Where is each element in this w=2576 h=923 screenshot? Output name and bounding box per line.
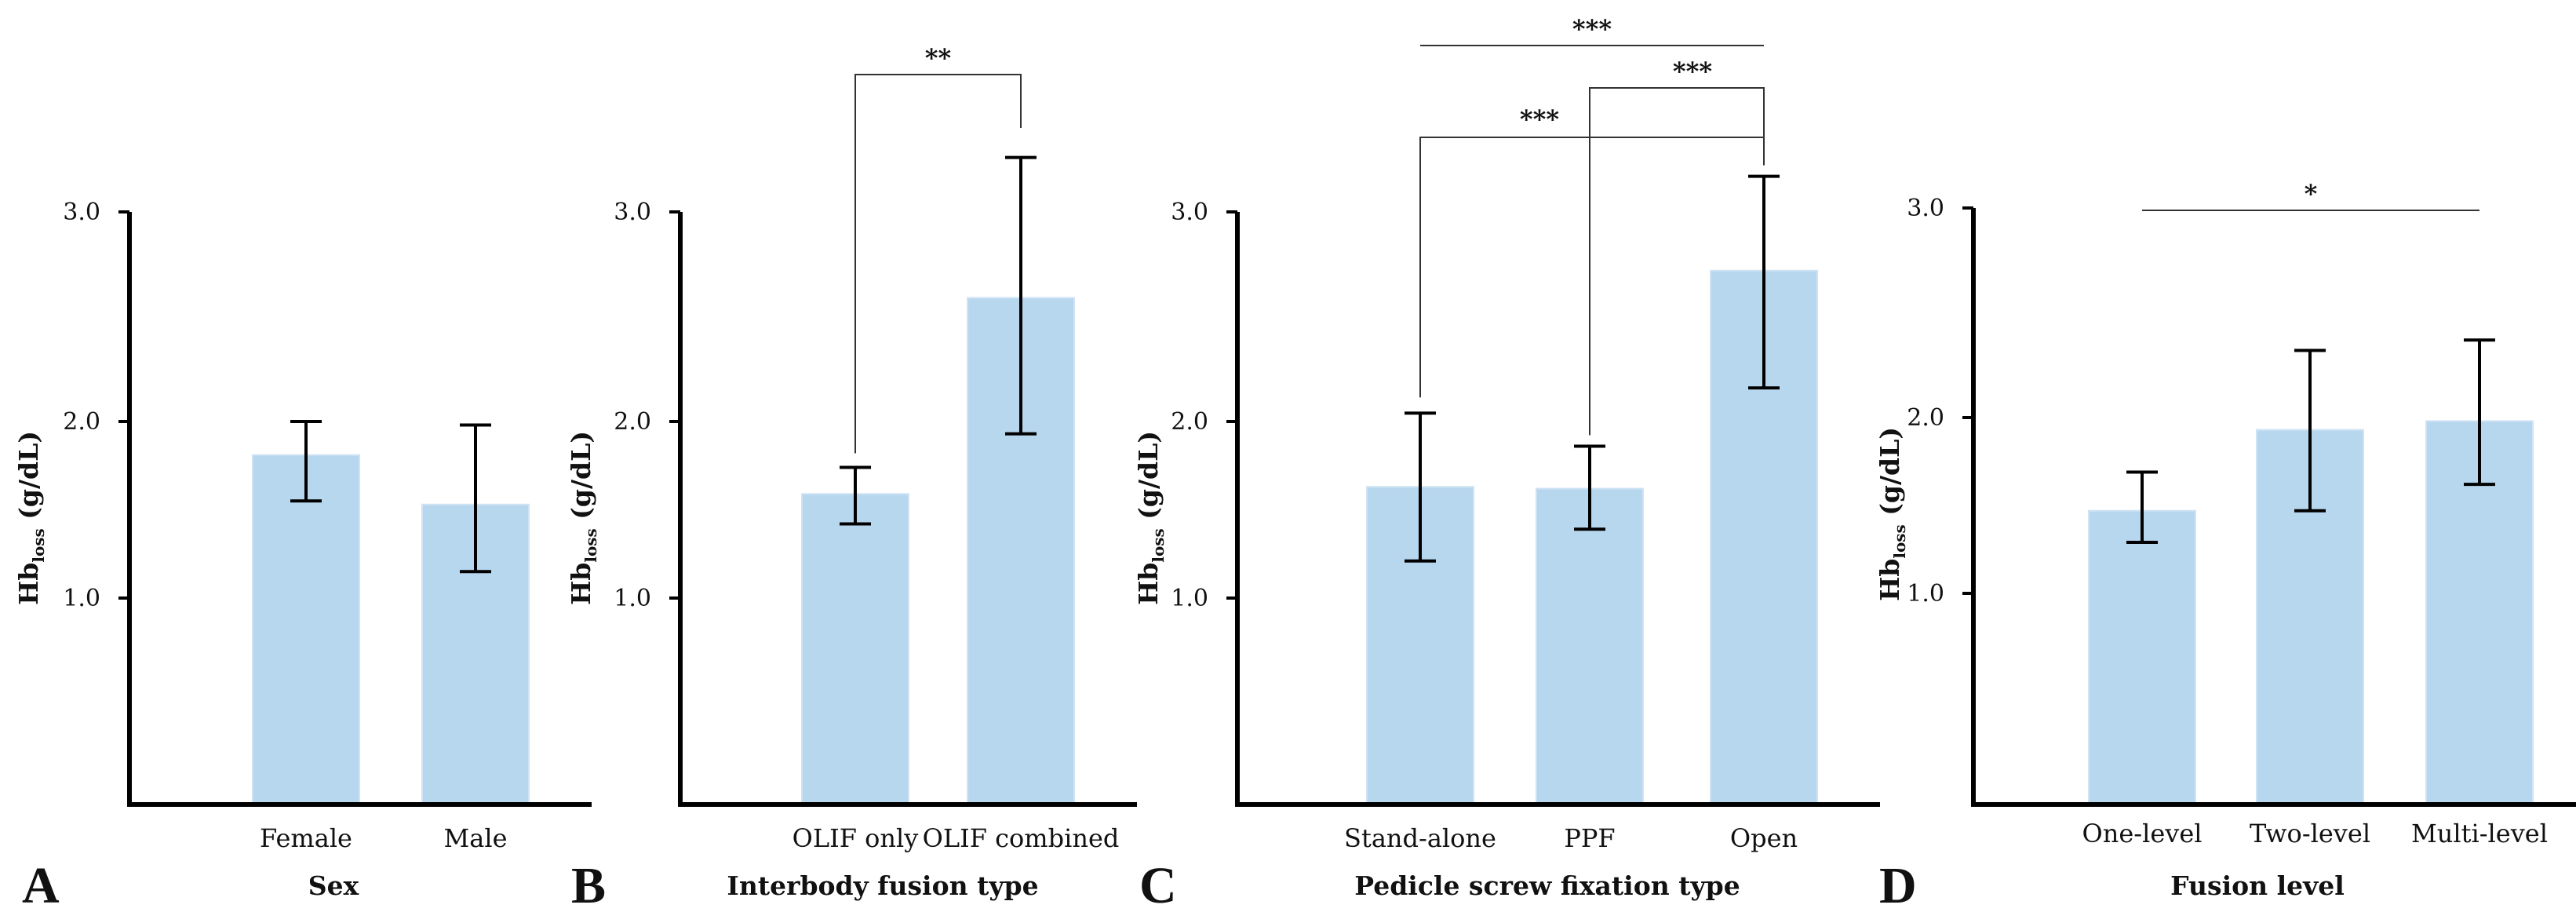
bar-ppf: [1536, 487, 1644, 805]
error-bar: [290, 420, 322, 503]
error-bar: [1574, 444, 1605, 531]
error-bar: [1748, 174, 1780, 390]
y-tick-label: 1.0: [63, 585, 100, 612]
error-bar: [460, 423, 491, 574]
x-axis-label: Sex: [308, 870, 359, 901]
y-tick-label: 3.0: [1171, 199, 1208, 226]
y-tick-label: 2.0: [1171, 408, 1208, 436]
y-axis-label: Hbloss (g/dL): [13, 431, 48, 605]
x-tick-label: Female: [260, 823, 352, 853]
significance-bracket: **: [854, 43, 1022, 454]
significance-bracket: ***: [1589, 57, 1765, 436]
x-tick-label: Stand-alone: [1344, 823, 1496, 853]
y-tick-label: 2.0: [63, 408, 100, 436]
x-tick-label: Male: [443, 823, 507, 853]
panel-letter: A: [22, 857, 60, 914]
panel-letter: B: [571, 857, 606, 914]
bar-female: [252, 454, 360, 805]
y-tick-label: 3.0: [1907, 195, 1944, 222]
significance-bracket: *: [2142, 179, 2479, 211]
y-tick-label: 2.0: [614, 408, 651, 436]
bar-one-level: [2088, 509, 2196, 805]
x-axis-label: Interbody fusion type: [727, 870, 1038, 901]
panel-d: 1.0 2.0 3.0 One-level Two-level Multi-level Fu…: [1875, 179, 2576, 914]
error-bar: [2126, 470, 2158, 545]
panel-b: 1.0 2.0 3.0 OLIF only OLIF combined Interbody…: [566, 43, 1137, 914]
x-tick-label: PPF: [1564, 823, 1615, 853]
y-tick-label: 1.0: [1171, 585, 1208, 612]
bar-olif-only: [801, 493, 909, 805]
y-tick-label: 1.0: [1907, 580, 1944, 607]
significance-label: ***: [1673, 57, 1712, 86]
panel-c: 1.0 2.0 3.0 Stand-alone PPF Open Pedicle screw…: [1133, 14, 1880, 914]
x-tick-label: One-level: [2082, 819, 2202, 848]
significance-label: ***: [1572, 14, 1612, 44]
panel-a: 1.0 2.0 3.0 Female Male Sex Hbloss (g/dL) A: [13, 199, 592, 914]
error-bar: [1005, 155, 1037, 436]
y-axis-label: Hbloss (g/dL): [1133, 431, 1168, 605]
error-bar: [2464, 338, 2495, 487]
x-tick-label: Open: [1730, 823, 1798, 853]
y-tick-label: 1.0: [614, 585, 651, 612]
significance-bracket: ***: [1420, 14, 1764, 46]
y-tick-label: 3.0: [63, 199, 100, 226]
y-axis-label: Hbloss (g/dL): [566, 431, 600, 605]
x-tick-label: OLIF combined: [923, 823, 1120, 853]
y-tick-label: 3.0: [614, 199, 651, 226]
error-bar: [1405, 411, 1436, 563]
x-tick-label: Multi-level: [2411, 819, 2548, 848]
x-tick-label: Two-level: [2250, 819, 2370, 848]
error-bar: [2294, 348, 2326, 513]
x-tick-label: OLIF only: [792, 823, 919, 853]
panel-letter: C: [1139, 857, 1177, 914]
y-tick-label: 2.0: [1907, 404, 1944, 432]
x-axis-label: Fusion level: [2170, 870, 2345, 901]
significance-label: **: [925, 43, 952, 73]
x-axis-label: Pedicle screw fixation type: [1354, 870, 1740, 901]
significance-bracket: ***: [1419, 104, 1765, 398]
y-axis-label: Hbloss (g/dL): [1875, 427, 1909, 601]
significance-label: ***: [1520, 104, 1559, 134]
panel-letter: D: [1879, 857, 1917, 914]
significance-label: *: [2305, 179, 2318, 209]
error-bar: [840, 465, 871, 526]
